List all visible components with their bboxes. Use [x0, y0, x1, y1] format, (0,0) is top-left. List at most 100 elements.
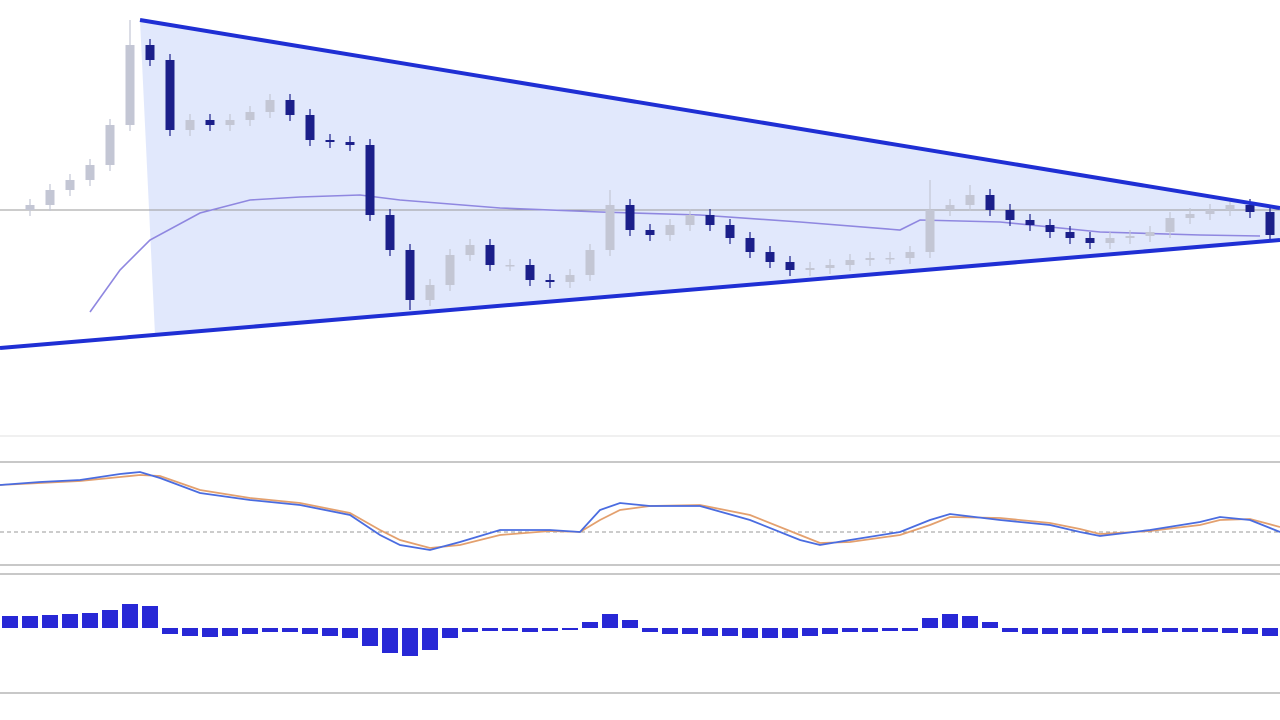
histogram-bar [1042, 628, 1058, 634]
histogram-bar [522, 628, 538, 632]
histogram-bar [602, 614, 618, 628]
histogram-bar [1142, 628, 1158, 633]
histogram-bar [862, 628, 878, 632]
candle-body [1105, 238, 1115, 243]
histogram-bar [122, 604, 138, 628]
histogram-bar [482, 628, 498, 631]
candle-body [165, 60, 175, 130]
histogram-bar [562, 628, 578, 630]
histogram-bar [762, 628, 778, 638]
histogram-bar [2, 616, 18, 628]
histogram-bar [1022, 628, 1038, 634]
histogram-bar [302, 628, 318, 634]
histogram-bar [1262, 628, 1278, 636]
histogram-bar [982, 622, 998, 628]
candle-body [85, 165, 95, 180]
histogram-bar [782, 628, 798, 638]
candle-body [345, 142, 355, 145]
histogram-bar [142, 606, 158, 628]
histogram-bar [702, 628, 718, 636]
histogram-bar [282, 628, 298, 632]
candle-body [965, 195, 975, 205]
histogram-bar [1222, 628, 1238, 633]
histogram-bar [162, 628, 178, 634]
histogram-bar [1102, 628, 1118, 633]
candle-body [525, 265, 535, 280]
candle-body [725, 225, 735, 238]
histogram-bar [962, 616, 978, 628]
histogram-bar [902, 628, 918, 631]
candle-body [625, 205, 635, 230]
candle-body [705, 215, 715, 225]
candle-body [685, 215, 695, 225]
candle-body [785, 262, 795, 270]
histogram-bar [1242, 628, 1258, 634]
candle-body [405, 250, 415, 300]
histogram-bar [642, 628, 658, 632]
candle-body [1245, 205, 1255, 212]
candle-body [1145, 232, 1155, 236]
histogram-bar [622, 620, 638, 628]
histogram-bar [202, 628, 218, 637]
candle-body [745, 238, 755, 252]
candle-body [445, 255, 455, 285]
histogram-bar [422, 628, 438, 650]
histogram-bar [442, 628, 458, 638]
oscillator-line [0, 474, 1280, 549]
candle-body [1165, 218, 1175, 232]
histogram-bar [1162, 628, 1178, 632]
candle-body [1065, 232, 1075, 238]
histogram-bar [1062, 628, 1078, 634]
histogram-bar [242, 628, 258, 634]
candle-body [825, 265, 835, 268]
candle-body [125, 45, 135, 125]
histogram-bar [82, 613, 98, 628]
histogram-bar [502, 628, 518, 631]
candle-body [105, 125, 115, 165]
histogram-bar [1122, 628, 1138, 633]
candle-body [385, 215, 395, 250]
histogram-bar [1202, 628, 1218, 632]
candle-body [925, 210, 935, 252]
candle-body [325, 140, 335, 142]
histogram-bar [582, 622, 598, 628]
histogram-bar [922, 618, 938, 628]
candle-body [185, 120, 195, 130]
candle-body [45, 190, 55, 205]
candle-body [1185, 214, 1195, 218]
candle-body [805, 268, 815, 270]
candle-body [465, 245, 475, 255]
candle-body [1205, 210, 1215, 214]
histogram-bar [842, 628, 858, 632]
histogram-bar [322, 628, 338, 636]
candle-body [1025, 220, 1035, 225]
histogram-bar [1082, 628, 1098, 634]
candle-body [1045, 225, 1055, 232]
histogram-bar [402, 628, 418, 656]
candle-body [885, 258, 895, 260]
histogram-bar [42, 615, 58, 628]
candle-body [765, 252, 775, 262]
candle-body [605, 205, 615, 250]
candle-body [265, 100, 275, 112]
candle-body [305, 115, 315, 140]
candle-body [645, 230, 655, 235]
candle-body [485, 245, 495, 265]
histogram-bar [882, 628, 898, 631]
candle-body [865, 258, 875, 260]
histogram-bar [362, 628, 378, 646]
candle-body [585, 250, 595, 275]
candle-body [945, 205, 955, 210]
histogram-bar [1002, 628, 1018, 632]
candle-body [665, 225, 675, 235]
candle-body [145, 45, 155, 60]
histogram-bar [262, 628, 278, 632]
candle-body [1085, 238, 1095, 243]
histogram-bar [542, 628, 558, 631]
candle-body [545, 280, 555, 282]
histogram-bar [662, 628, 678, 634]
candle-body [65, 180, 75, 190]
histogram-bar [742, 628, 758, 638]
candle-body [285, 100, 295, 115]
